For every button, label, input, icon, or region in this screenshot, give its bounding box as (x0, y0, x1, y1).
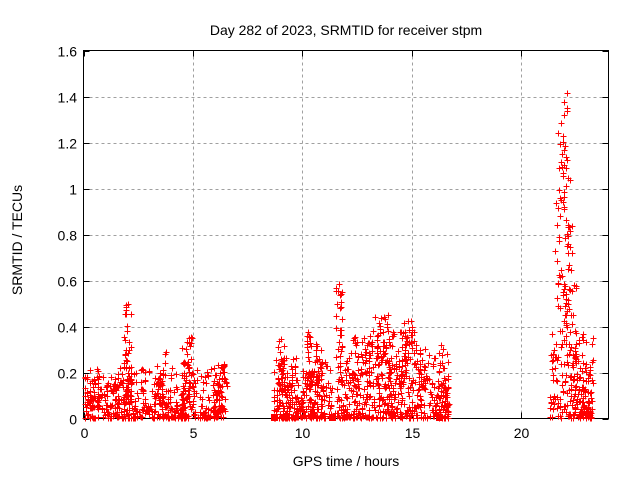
y-tick-label-1.2: 1.2 (58, 136, 78, 152)
y-tick-label-1.4: 1.4 (58, 90, 78, 106)
y-tick-label-0: 0 (69, 412, 77, 428)
gridlines (83, 50, 609, 419)
data-points-layer (82, 90, 597, 422)
x-tick-label-15: 15 (405, 425, 421, 441)
x-tick-label-5: 5 (190, 425, 198, 441)
x-tick-label-10: 10 (295, 425, 311, 441)
y-tick-label-0.4: 0.4 (58, 320, 78, 336)
x-tick-label-20: 20 (514, 425, 530, 441)
y-tick-label-0.8: 0.8 (58, 228, 78, 244)
scatter-square (329, 414, 336, 421)
scatter-square (436, 414, 443, 421)
y-axis-label: SRMTID / TECUs (9, 185, 25, 295)
scatter-square (586, 411, 593, 418)
y-tick-label-1: 1 (69, 182, 77, 198)
y-tick-label-0.6: 0.6 (58, 274, 78, 290)
chart-title: Day 282 of 2023, SRMTID for receiver stp… (210, 22, 482, 38)
x-tick-label-0: 0 (81, 425, 89, 441)
y-tick-label-0.2: 0.2 (58, 366, 78, 382)
scatter-points (82, 90, 597, 422)
tick-labels: 0 5 10 15 20 0 0.2 0.4 0.6 0.8 1 1.2 1.4 1.6 (58, 44, 530, 442)
scatter-square (271, 414, 278, 421)
x-axis-label: GPS time / hours (293, 453, 400, 469)
y-tick-label-1.6: 1.6 (58, 44, 78, 60)
